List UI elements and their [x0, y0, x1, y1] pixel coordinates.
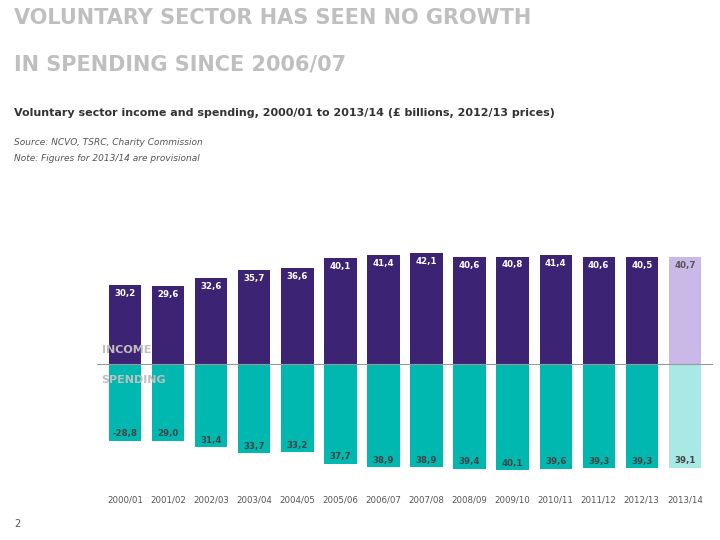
Text: 35,7: 35,7	[243, 274, 265, 283]
Text: 30,2: 30,2	[114, 288, 136, 298]
Bar	[195, 364, 228, 448]
Text: 33,2: 33,2	[287, 441, 308, 449]
Text: 40,1: 40,1	[330, 262, 351, 271]
Text: 29,6: 29,6	[158, 290, 179, 299]
Bar	[152, 286, 184, 364]
Bar	[195, 278, 228, 365]
Text: 42,1: 42,1	[415, 257, 437, 266]
Bar	[109, 364, 141, 441]
Bar	[454, 257, 486, 364]
Text: 40,8: 40,8	[502, 260, 523, 269]
Bar	[626, 258, 658, 364]
Bar	[539, 255, 572, 364]
Text: INCOME: INCOME	[102, 345, 151, 355]
Text: 40,6: 40,6	[588, 261, 609, 270]
Text: 37,7: 37,7	[330, 453, 351, 461]
Bar	[497, 364, 528, 470]
Text: IN SPENDING SINCE 2006/07: IN SPENDING SINCE 2006/07	[14, 54, 346, 74]
Bar	[282, 268, 313, 364]
Text: 39,1: 39,1	[674, 456, 696, 465]
Bar	[582, 364, 615, 468]
Text: 40,1: 40,1	[502, 459, 523, 468]
Bar	[238, 270, 271, 364]
Text: 40,5: 40,5	[631, 261, 652, 271]
Bar	[582, 257, 615, 364]
Text: 39,4: 39,4	[459, 457, 480, 466]
Bar	[109, 285, 141, 365]
Text: 36,6: 36,6	[287, 272, 308, 281]
Text: 39,3: 39,3	[631, 457, 652, 465]
Bar	[669, 364, 701, 468]
Text: Note: Figures for 2013/14 are provisional: Note: Figures for 2013/14 are provisiona…	[14, 154, 200, 163]
Text: Source: NCVO, TSRC, Charity Commission: Source: NCVO, TSRC, Charity Commission	[14, 138, 203, 147]
Text: SPENDING: SPENDING	[102, 375, 166, 385]
Text: 38,9: 38,9	[416, 456, 437, 464]
Bar	[410, 364, 443, 467]
Text: 40,6: 40,6	[459, 261, 480, 270]
Text: 33,7: 33,7	[243, 442, 265, 451]
Bar	[367, 364, 400, 467]
Bar	[282, 364, 313, 452]
Text: 32,6: 32,6	[201, 282, 222, 291]
Text: 40,7: 40,7	[674, 261, 696, 270]
Text: VOLUNTARY SECTOR HAS SEEN NO GROWTH: VOLUNTARY SECTOR HAS SEEN NO GROWTH	[14, 8, 531, 28]
Bar	[626, 364, 658, 468]
Bar	[324, 258, 356, 365]
Bar	[152, 364, 184, 441]
Bar	[324, 364, 356, 464]
Bar	[454, 364, 486, 469]
Bar	[497, 256, 528, 365]
Bar	[539, 364, 572, 469]
Text: 29,0: 29,0	[158, 429, 179, 438]
Bar	[367, 255, 400, 364]
Text: 39,6: 39,6	[545, 457, 567, 467]
Text: 2: 2	[14, 519, 21, 529]
Text: 41,4: 41,4	[373, 259, 395, 268]
Text: Voluntary sector income and spending, 2000/01 to 2013/14 (£ billions, 2012/13 pr: Voluntary sector income and spending, 20…	[14, 108, 555, 118]
Text: -28,8: -28,8	[113, 429, 138, 438]
Text: 38,9: 38,9	[373, 456, 394, 464]
Bar	[238, 364, 271, 454]
Bar	[669, 257, 701, 364]
Bar	[410, 253, 443, 364]
Text: 31,4: 31,4	[201, 436, 222, 445]
Text: 39,3: 39,3	[588, 457, 609, 465]
Text: 41,4: 41,4	[545, 259, 567, 268]
